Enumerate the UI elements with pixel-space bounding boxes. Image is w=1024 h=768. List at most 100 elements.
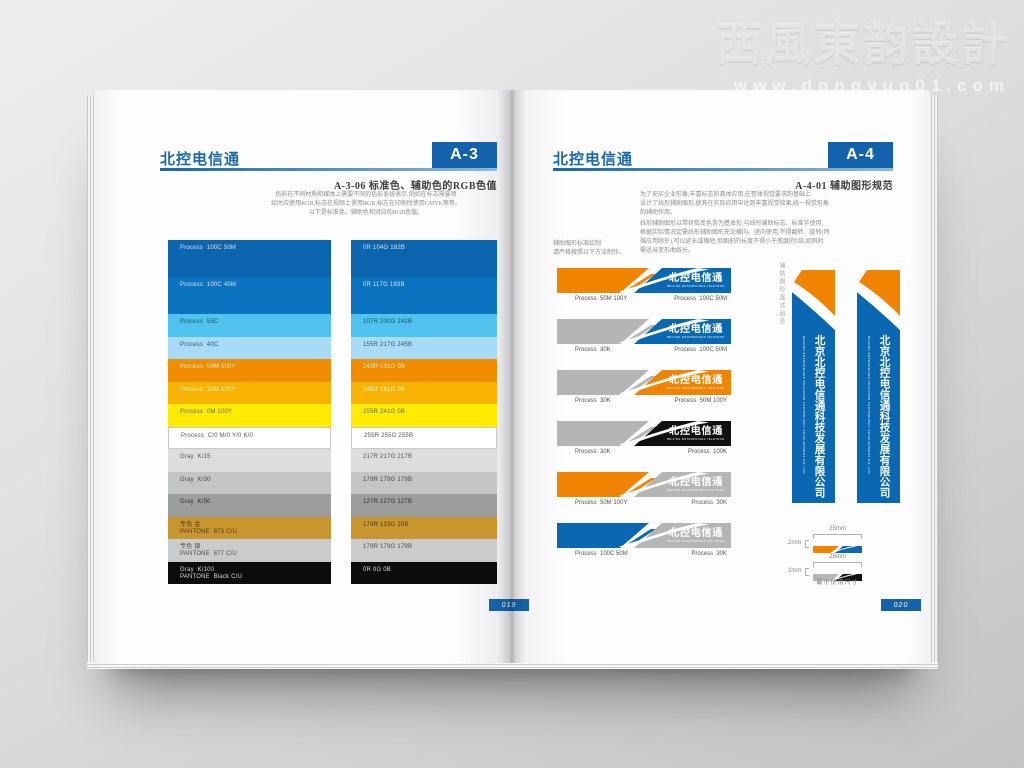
swoosh-graphic: [619, 523, 709, 548]
page-stack-left: [87, 95, 95, 667]
height-bracket: [805, 568, 809, 576]
banner-color-labels: Process 30K Process 100C 50M: [557, 344, 731, 353]
swatch-label: 107R 200G 242B: [363, 319, 413, 325]
color-swatch: 专色 金 PANTONE 873 C/U: [168, 516, 331, 539]
banner-logo-en: BEIJING ENTERPRISES TELETRON: [667, 284, 725, 288]
vertical-banner-graphic: BEIJING ENTERPRISES TELETRON TECHNOLOGY …: [792, 270, 835, 503]
banner-logo-cn: 北控电信通: [669, 424, 723, 437]
swatch-label: PANTONE 873 C/U: [180, 528, 237, 535]
vertical-banner-company-en: BEIJING ENTERPRISES TELETRON TECHNOLOGY …: [867, 336, 871, 474]
swatch-label: 255R 255G 255B: [364, 432, 414, 439]
caption-line: 请严格按照以下方法制作。: [553, 250, 626, 256]
color-swatch: Gray K/30: [168, 471, 331, 494]
banner-left-color-label: Process 30K: [575, 398, 611, 404]
banner-color-labels: Process 50M 100Y Process 100C 50M: [557, 293, 731, 302]
swatch-label: Process 30M 100Y: [180, 386, 236, 393]
paragraph-line: 为了充实企业形象,丰富标志的具体应用,在整体视觉要求的基础上: [640, 192, 812, 198]
banner-color-labels: Process 50M 100Y Process 30K: [557, 497, 731, 506]
watermark-brand: 西風東韵設計: [716, 18, 1010, 70]
min-size-strip: [813, 540, 862, 558]
swoosh-graphic: [619, 421, 709, 446]
color-swatch: Process 40C: [168, 336, 331, 359]
swatch-label: Process 40C: [180, 341, 219, 348]
swatch-label: 0R 0G 0B: [363, 566, 391, 573]
strip-graphic: [813, 574, 862, 581]
swoosh-graphic: [619, 268, 709, 293]
color-swatch: Gray K/50: [168, 494, 331, 517]
swatch-label: 179R 133G 29B: [363, 521, 409, 528]
color-swatch: 155R 217G 245B: [351, 336, 497, 359]
color-swatch: 179R 179G 179B: [351, 539, 497, 562]
banner-graphic: 北控电信通 BEIJING ENTERPRISES TELETRON: [557, 523, 731, 548]
vertical-banner-company-cn: 北京北控电信通科技发展有限公司: [879, 334, 891, 500]
height-dimension-label: 2mm: [788, 540, 802, 546]
swoosh-graphic: [830, 546, 857, 553]
banner-left-color-label: Process 50M 100Y: [575, 296, 628, 302]
banner-color-labels: Process 30K Process 100K: [557, 446, 731, 455]
swatch-label: Process 0M 100Y: [180, 409, 233, 415]
banner-logo-cn: 北控电信通: [669, 271, 723, 284]
banner-left-color-label: Process 50M 100Y: [575, 500, 628, 506]
banner-logo-en: BEIJING ENTERPRISES TELETRON: [667, 335, 725, 339]
swatch-label: Process 100C 40M: [180, 282, 237, 288]
swatch-label: 专色 银: [180, 544, 201, 550]
auxiliary-graphic-banner: 北控电信通 BEIJING ENTERPRISES TELETRON Proce…: [557, 472, 731, 506]
page-a4-brand-title: 北控电信通: [553, 151, 634, 168]
page-number-badge: 020: [881, 599, 921, 611]
color-swatch: 0R 104G 182B: [351, 240, 497, 277]
banner-color-labels: Process 100C 50M Process 30K: [557, 548, 731, 557]
width-bracket: [813, 562, 862, 567]
swoosh-graphic: [619, 319, 709, 344]
strip-graphic: [813, 546, 862, 553]
page-stack-bottom: [87, 662, 938, 669]
banner-right-color-label: Process 100C 50M: [674, 296, 727, 302]
banner-logo-en: BEIJING ENTERPRISES TELETRON: [667, 437, 725, 441]
auxiliary-graphic-banner: 北控电信通 BEIJING ENTERPRISES TELETRON Proce…: [557, 268, 731, 302]
intro-line: 以下是标准色、辅助色相对应的RGB色值。: [308, 210, 424, 216]
swatch-label: 179R 179G 179B: [363, 544, 413, 550]
vertical-banner-graphic: BEIJING ENTERPRISES TELETRON TECHNOLOGY …: [857, 270, 900, 503]
banner-logo-en: BEIJING ENTERPRISES TELETRON: [667, 488, 725, 492]
color-swatch: 255R 255G 255B: [351, 426, 497, 449]
swatch-label: Gray K/15: [180, 454, 211, 460]
banner-graphic: 北控电信通 BEIJING ENTERPRISES TELETRON: [557, 370, 731, 395]
auxiliary-graphic-banner: 北控电信通 BEIJING ENTERPRISES TELETRON Proce…: [557, 319, 731, 353]
vertical-banner: BEIJING ENTERPRISES TELETRON TECHNOLOGY …: [790, 270, 835, 503]
height-dimension-label: 2mm: [788, 568, 802, 574]
swatch-column-cmyk: Process 100C 50M Process 100C 40M Process …: [168, 240, 331, 584]
swatch-label: Process 55C: [180, 319, 219, 325]
swatch-label: PANTONE Black C/U: [180, 573, 243, 580]
color-swatch: 217R 217G 217B: [351, 449, 497, 472]
swatch-label: Process 50M 100Y: [180, 364, 236, 370]
color-swatch: Process 0M 100Y: [168, 404, 331, 427]
swatch-label: Gray K/50: [180, 499, 211, 505]
page-a3-section-title: A-3-06 标准色、辅助色的RGB色值: [333, 181, 497, 192]
vertical-banner-caption: 辅助图形竖式组合: [778, 262, 784, 326]
color-swatch: 0R 0G 0B: [351, 561, 497, 584]
banner-graphic: 北控电信通 BEIJING ENTERPRISES TELETRON: [557, 319, 731, 344]
swatch-label: 0R 104G 182B: [363, 245, 406, 251]
min-size-row: 25mm 2mm: [788, 526, 880, 558]
page-a3-header-rule: [160, 168, 497, 171]
banner-right-color-label: Process 100C 50M: [674, 347, 727, 353]
auxiliary-banner-list: 北控电信通 BEIJING ENTERPRISES TELETRON Proce…: [557, 268, 731, 574]
banner-right-color-label: Process 50M 100Y: [674, 398, 727, 404]
banner-left-color-label: Process 30K: [575, 347, 611, 353]
color-swatch: 179R 133G 29B: [351, 516, 497, 539]
swatch-column-rgb: 0R 104G 182B 0R 117G 193B 107R 200G 242B 15…: [351, 240, 497, 584]
width-bracket: [813, 534, 862, 539]
banner-graphic: 北控电信通 BEIJING ENTERPRISES TELETRON: [557, 472, 731, 497]
page-a4-section-title: A-4-01 辅助图形规范: [795, 181, 893, 192]
banner-graphic: 北控电信通 BEIJING ENTERPRISES TELETRON: [557, 268, 731, 293]
page-a4-header-rule: [553, 168, 893, 171]
swoosh-graphic: [792, 286, 835, 330]
banner-logo-en: BEIJING ENTERPRISES TELETRON: [667, 539, 725, 543]
vertical-banner: BEIJING ENTERPRISES TELETRON TECHNOLOGY …: [855, 270, 900, 503]
banner-color-labels: Process 30K Process 50M 100Y: [557, 395, 731, 404]
color-swatch: 107R 200G 242B: [351, 314, 497, 337]
color-swatch: 179R 179G 179B: [351, 471, 497, 494]
swoosh-graphic: [619, 472, 709, 497]
page-a3-intro: 色彩在不同材质和媒体上需要不同的色彩系统表示,例如在标志需要喷 绘时应使用RGB…: [235, 191, 497, 218]
page-a3-section-badge: A-3: [432, 142, 497, 168]
